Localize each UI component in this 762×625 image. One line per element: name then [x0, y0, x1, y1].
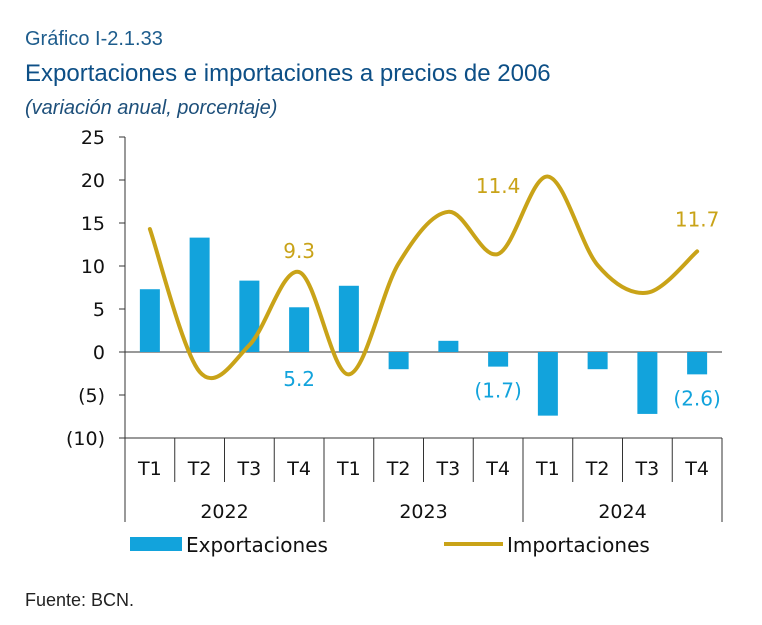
chart-svg: 25 20 15 10 5 0 (5) (10) T1 T2 T3 T4 T1 T2 T3 T4 T1 T2 T3 T…	[66, 127, 723, 557]
x-group-label: 2023	[399, 501, 447, 523]
x-tick-label: T3	[436, 458, 461, 480]
x-tick-label: T2	[386, 458, 411, 480]
exports-bars-group	[139, 237, 708, 416]
exports-bar	[488, 352, 509, 367]
source-note: Fuente: BCN.	[25, 590, 135, 610]
legend: Exportaciones Importaciones	[130, 533, 650, 557]
x-tick-label: T4	[485, 458, 510, 480]
exports-data-label: (1.7)	[474, 379, 521, 403]
exports-bar	[687, 352, 708, 375]
x-tick-label: T3	[237, 458, 262, 480]
y-tick-label: 15	[81, 213, 105, 235]
x-group-label: 2024	[598, 501, 646, 523]
exports-bar	[388, 352, 409, 370]
y-tick-label: (10)	[66, 428, 105, 450]
exports-bar	[189, 237, 210, 352]
imports-data-label: 11.7	[675, 207, 720, 231]
y-tick-label: 20	[81, 170, 105, 192]
x-tick-label: T1	[137, 458, 162, 480]
imports-data-label: 9.3	[283, 239, 315, 263]
x-tick-label: T4	[684, 458, 709, 480]
imports-data-label: 11.4	[476, 174, 521, 198]
data-labels-group: 5.2 (1.7) (2.6) 9.3 11.4 11.7	[283, 174, 721, 410]
legend-label-imports: Importaciones	[507, 533, 650, 557]
x-group-label: 2022	[200, 501, 248, 523]
exports-bar	[338, 285, 359, 352]
exports-bar	[438, 340, 459, 352]
x-tick-label: T4	[286, 458, 311, 480]
exports-data-label: (2.6)	[673, 386, 720, 410]
legend-label-exports: Exportaciones	[186, 533, 328, 557]
chart-title: Exportaciones e importaciones a precios …	[25, 60, 551, 87]
y-tick-label: 10	[81, 256, 105, 278]
exports-data-label: 5.2	[283, 367, 315, 391]
chart-label: Gráfico I-2.1.33	[25, 28, 163, 50]
exports-bar	[239, 280, 260, 352]
imports-line	[147, 174, 700, 381]
y-tick-label: 5	[93, 299, 105, 321]
exports-bar	[637, 352, 658, 414]
x-tick-label: T2	[585, 458, 610, 480]
exports-bar	[139, 289, 160, 352]
legend-swatch-exports	[130, 537, 182, 551]
exports-bar	[289, 307, 310, 352]
x-tick-label: T1	[535, 458, 560, 480]
x-tick-label: T1	[336, 458, 361, 480]
imports-line-group	[147, 174, 700, 381]
y-tick-label: 25	[81, 127, 105, 149]
exports-bar	[587, 352, 608, 370]
axes-group: 25 20 15 10 5 0 (5) (10) T1 T2 T3 T4 T1 T2 T3 T4 T1 T2 T3 T…	[66, 127, 723, 523]
x-tick-label: T2	[187, 458, 212, 480]
x-tick-label: T3	[635, 458, 660, 480]
exports-bar	[537, 352, 558, 416]
y-tick-label: (5)	[78, 385, 105, 407]
chart-subtitle: (variación anual, porcentaje)	[25, 97, 278, 119]
y-tick-label: 0	[93, 342, 105, 364]
